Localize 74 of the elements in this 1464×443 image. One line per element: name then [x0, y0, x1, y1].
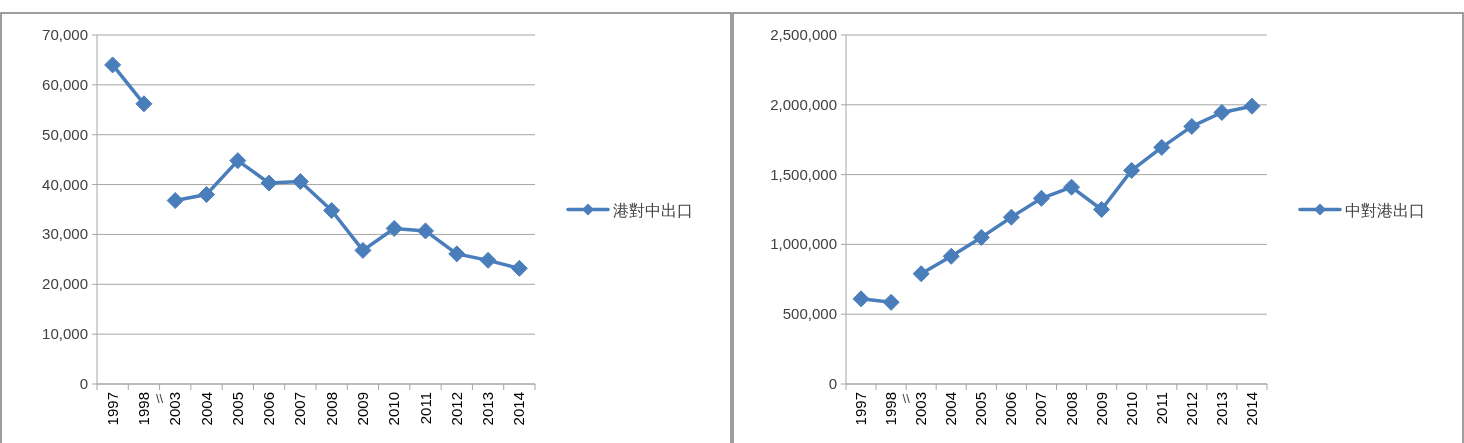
- y-tick-label: 60,000: [42, 75, 88, 93]
- x-tick-label: 2003: [912, 392, 930, 426]
- point: [104, 56, 122, 74]
- x-tick-label: 2009: [1092, 392, 1110, 426]
- x-tick-label: 2013: [1212, 392, 1230, 426]
- point: [135, 95, 153, 113]
- point: [972, 228, 990, 246]
- y-tick-label: 50,000: [42, 125, 88, 143]
- point: [166, 192, 184, 210]
- x-tick-label: 2006: [1002, 392, 1020, 426]
- point: [510, 259, 528, 277]
- x-tick-label: 2007: [291, 392, 309, 426]
- point: [291, 173, 309, 191]
- point: [1063, 178, 1081, 196]
- point: [882, 293, 900, 311]
- y-tick-label: 2,000,000: [770, 95, 837, 113]
- point: [1213, 103, 1231, 121]
- point: [323, 202, 341, 219]
- x-tick-label: 2003: [166, 392, 184, 426]
- x-tick-label: 2012: [447, 392, 465, 426]
- point: [1123, 161, 1141, 179]
- legend-label: 中對港出口: [1345, 200, 1425, 220]
- point: [852, 290, 870, 308]
- point: [260, 174, 278, 192]
- point: [198, 186, 215, 204]
- y-tick-label: 10,000: [42, 325, 88, 343]
- x-tick-label: 1997: [103, 392, 121, 426]
- point: [229, 152, 247, 170]
- text: \\: [902, 391, 911, 406]
- point: [1243, 97, 1261, 115]
- point: [1153, 138, 1171, 156]
- x-tick-label: 1997: [852, 392, 870, 426]
- y-tick-label: 70,000: [42, 26, 88, 43]
- legend-label: 港對中出口: [613, 200, 693, 220]
- x-tick-label: 1998: [134, 392, 152, 426]
- point: [385, 219, 403, 237]
- point: [354, 241, 372, 259]
- point: [448, 245, 466, 263]
- x-tick-label: 2010: [1122, 392, 1140, 426]
- point: [479, 251, 497, 269]
- y-tick-label: 1,000,000: [770, 235, 837, 253]
- x-tick-label: 2004: [942, 392, 960, 426]
- point: [1093, 201, 1111, 218]
- y-tick-label: 30,000: [42, 225, 88, 243]
- point: [1183, 117, 1201, 135]
- x-tick-label: 2004: [197, 392, 215, 426]
- y-tick-label: 2,500,000: [770, 26, 837, 43]
- point: [1032, 189, 1050, 207]
- y-tick-label: 0: [79, 375, 88, 392]
- text: \\: [155, 391, 164, 406]
- y-tick-label: 500,000: [782, 305, 837, 323]
- x-tick-label: 2011: [1152, 392, 1170, 425]
- point: [912, 265, 930, 283]
- y-tick-label: 40,000: [42, 175, 88, 193]
- x-tick-label: 2010: [385, 392, 403, 426]
- x-tick-label: 2006: [260, 392, 278, 426]
- x-tick-label: 2008: [322, 392, 340, 426]
- x-tick-label: 2014: [510, 392, 528, 426]
- point: [417, 222, 434, 240]
- point: [1002, 208, 1020, 226]
- y-tick-label: 1,500,000: [770, 165, 837, 183]
- x-tick-label: 2008: [1062, 392, 1080, 426]
- x-tick-label: 2011: [416, 392, 434, 425]
- y-tick-label: 20,000: [42, 275, 88, 293]
- x-tick-label: 1998: [882, 392, 900, 426]
- x-tick-label: 2007: [1032, 392, 1050, 426]
- x-tick-label: 2009: [353, 392, 371, 426]
- y-tick-label: 0: [828, 375, 837, 392]
- x-tick-label: 2014: [1242, 392, 1260, 426]
- x-tick-label: 2005: [228, 392, 246, 426]
- x-tick-label: 2013: [479, 392, 497, 426]
- x-tick-label: 2012: [1182, 392, 1200, 426]
- x-tick-label: 2005: [972, 392, 990, 426]
- point: [942, 247, 960, 265]
